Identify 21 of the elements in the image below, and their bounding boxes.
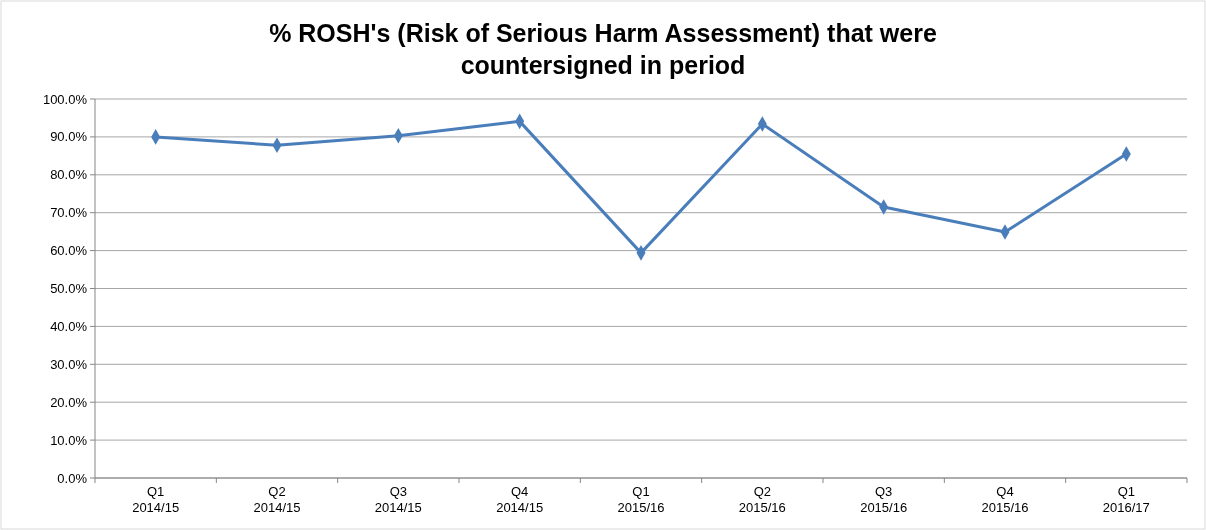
x-tick-label: Q1 2015/16 <box>617 484 665 515</box>
y-tick-label: 10.0% <box>50 432 88 448</box>
y-tick-label: 100.0% <box>42 91 88 107</box>
x-tick-label: Q3 2014/15 <box>374 484 422 515</box>
x-tick-label: Q2 2015/16 <box>738 484 786 515</box>
y-tick-label: 80.0% <box>50 167 88 183</box>
y-tick-label: 90.0% <box>50 129 88 145</box>
chart-title: % ROSH's (Risk of Serious Harm Assessment) that were countersigned in period <box>269 19 937 79</box>
y-tick-label: 30.0% <box>50 356 88 372</box>
x-tick-label: Q2 2014/15 <box>253 484 301 515</box>
y-tick-label: 0.0% <box>57 470 88 486</box>
x-tick-label: Q1 2014/15 <box>132 484 180 515</box>
x-tick-label: Q1 2016/17 <box>1102 484 1150 515</box>
x-tick-label: Q4 2015/16 <box>981 484 1029 515</box>
y-tick-label: 70.0% <box>50 205 88 221</box>
y-tick-label: 20.0% <box>50 394 88 410</box>
y-tick-label: 50.0% <box>50 281 88 297</box>
y-tick-label: 40.0% <box>50 318 88 334</box>
y-tick-label: 60.0% <box>50 243 88 259</box>
x-tick-label: Q4 2014/15 <box>496 484 544 515</box>
x-tick-label: Q3 2015/16 <box>860 484 908 515</box>
